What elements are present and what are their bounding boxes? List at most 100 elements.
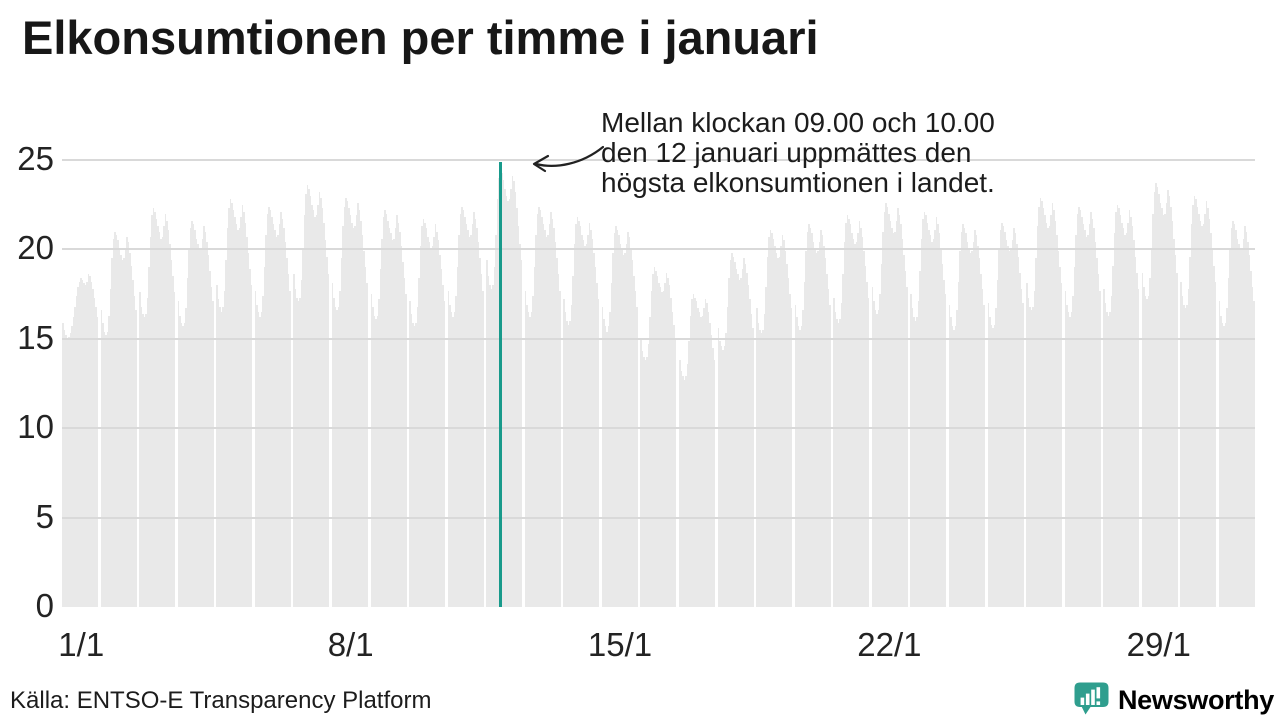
bar (603, 319, 605, 607)
bar (575, 224, 577, 607)
bar (355, 215, 358, 607)
bar (650, 290, 653, 607)
bar (594, 267, 597, 607)
bar (612, 252, 614, 607)
bar (536, 213, 539, 607)
bar (741, 269, 744, 607)
bar (385, 213, 387, 607)
bar (895, 220, 898, 607)
bar (993, 324, 995, 607)
bar (514, 192, 517, 607)
bar (1001, 222, 1003, 607)
bar (766, 256, 769, 607)
bar (357, 202, 359, 607)
bar (203, 226, 205, 607)
bar (941, 263, 944, 607)
bar (69, 333, 71, 607)
bar (873, 301, 875, 607)
bar (507, 201, 509, 607)
bar (80, 278, 82, 607)
bar (81, 279, 83, 607)
day-group (409, 160, 446, 607)
day-group (216, 160, 253, 607)
bar (327, 274, 330, 607)
bar (108, 315, 110, 607)
bar (969, 252, 972, 607)
bar (490, 288, 493, 607)
bar (1242, 238, 1245, 607)
bar (191, 220, 193, 607)
bar (1094, 242, 1097, 607)
bar (578, 220, 580, 607)
bar (744, 263, 747, 607)
bar (1118, 208, 1120, 607)
annotation-line: högsta elkonsumtionen i landet. (601, 167, 995, 198)
x-tick-label: 22/1 (857, 626, 922, 663)
bar (938, 233, 941, 607)
day-group (62, 160, 98, 607)
bar (1128, 210, 1131, 607)
bar (1116, 204, 1119, 607)
bar (1004, 231, 1006, 607)
bar (812, 242, 815, 607)
bar (422, 219, 425, 607)
bar (1020, 288, 1022, 607)
bar (1059, 267, 1061, 607)
bar (189, 227, 192, 607)
bar (442, 285, 444, 607)
bar (811, 233, 813, 607)
bar (904, 270, 907, 607)
bar (1226, 308, 1228, 607)
bar (557, 274, 560, 607)
bar (1050, 215, 1052, 607)
bar (274, 229, 276, 607)
bar (628, 236, 631, 607)
bar (649, 317, 651, 607)
bar (513, 181, 515, 607)
bar (710, 335, 712, 607)
bar (103, 331, 106, 607)
bar (312, 210, 315, 607)
bar (254, 290, 257, 607)
bar (390, 233, 392, 607)
bar (566, 320, 568, 607)
bar (886, 206, 889, 607)
bar (787, 278, 790, 607)
bar (883, 211, 886, 607)
bar (1084, 229, 1086, 607)
bar (265, 235, 267, 607)
bar (667, 278, 669, 607)
bar (78, 281, 80, 607)
bar (416, 306, 419, 607)
bar (1030, 310, 1033, 607)
bar (1013, 227, 1015, 607)
bar (944, 294, 947, 607)
bar (826, 274, 828, 607)
bar (707, 311, 709, 607)
bar (877, 310, 880, 607)
bar (1039, 197, 1042, 607)
bar (95, 306, 97, 607)
bar (244, 222, 247, 607)
bar (1208, 219, 1211, 607)
day-group (679, 160, 715, 607)
bar (393, 238, 395, 607)
bar (1002, 226, 1004, 607)
bar (1173, 238, 1175, 607)
bar (314, 217, 316, 607)
bar (1051, 202, 1054, 607)
bar (339, 290, 341, 607)
bar (197, 244, 199, 607)
bar (743, 258, 745, 607)
bar (151, 215, 153, 607)
bar (403, 278, 405, 607)
bar (1137, 288, 1140, 607)
bar (293, 274, 295, 607)
bar (1033, 290, 1036, 607)
bar (937, 224, 939, 607)
bar (297, 301, 300, 607)
bar (167, 229, 170, 607)
bar (768, 236, 770, 607)
bar (394, 227, 396, 607)
bar (461, 206, 463, 607)
